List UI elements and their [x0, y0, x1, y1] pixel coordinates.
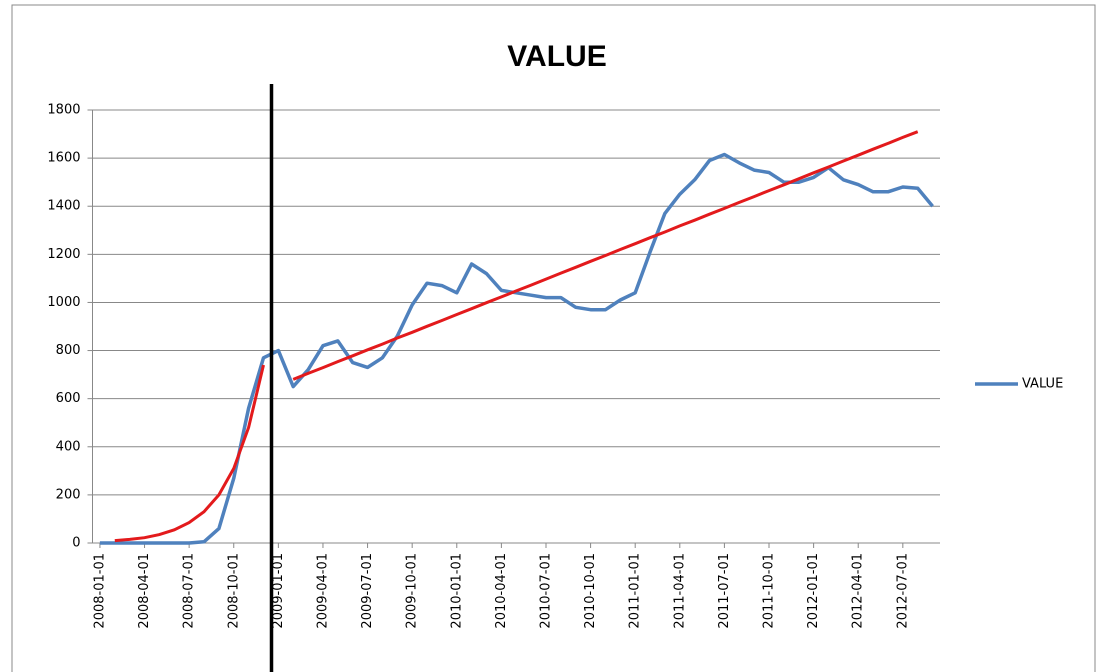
- y-tick-label: 600: [56, 391, 81, 406]
- x-tick-label: 2010-01-01: [449, 553, 464, 629]
- legend-label: VALUE: [1022, 377, 1063, 392]
- x-tick-label: 2009-01-01: [271, 553, 286, 629]
- chart-border: [11, 4, 1096, 672]
- x-tick-label: 2010-07-01: [538, 553, 553, 629]
- x-tick-label: 2012-07-01: [895, 553, 910, 629]
- x-tick-label: 2008-04-01: [137, 553, 152, 629]
- x-tick-label: 2011-01-01: [628, 553, 643, 629]
- y-tick-label: 200: [56, 487, 81, 502]
- x-tick-label: 2009-04-01: [315, 553, 330, 629]
- y-tick-label: 1000: [47, 295, 80, 310]
- x-tick-label: 2009-10-01: [405, 553, 420, 629]
- x-tick-label: 2008-07-01: [182, 553, 197, 629]
- x-tick-label: 2008-01-01: [92, 553, 107, 629]
- trend-line: [292, 130, 919, 381]
- x-tick-label: 2011-04-01: [672, 553, 687, 629]
- y-tick-label: 1400: [47, 199, 80, 214]
- y-tick-label: 0: [72, 536, 80, 551]
- trend-line: [114, 364, 265, 543]
- y-tick-label: 1200: [47, 247, 80, 262]
- y-tick-label: 1600: [47, 151, 80, 166]
- chart-title: VALUE: [507, 40, 606, 73]
- x-tick-label: 2011-10-01: [762, 553, 777, 629]
- x-tick-label: 2011-07-01: [717, 553, 732, 629]
- x-tick-label: 2012-04-01: [851, 553, 866, 629]
- x-tick-label: 2008-10-01: [226, 553, 241, 629]
- x-tick-label: 2009-07-01: [360, 553, 375, 629]
- y-tick-label: 800: [56, 343, 81, 358]
- y-tick-label: 400: [56, 439, 81, 454]
- y-tick-label: 1800: [47, 103, 80, 118]
- x-tick-label: 2010-04-01: [494, 553, 509, 629]
- x-tick-label: 2010-10-01: [583, 553, 598, 629]
- x-tick-label: 2012-01-01: [806, 553, 821, 629]
